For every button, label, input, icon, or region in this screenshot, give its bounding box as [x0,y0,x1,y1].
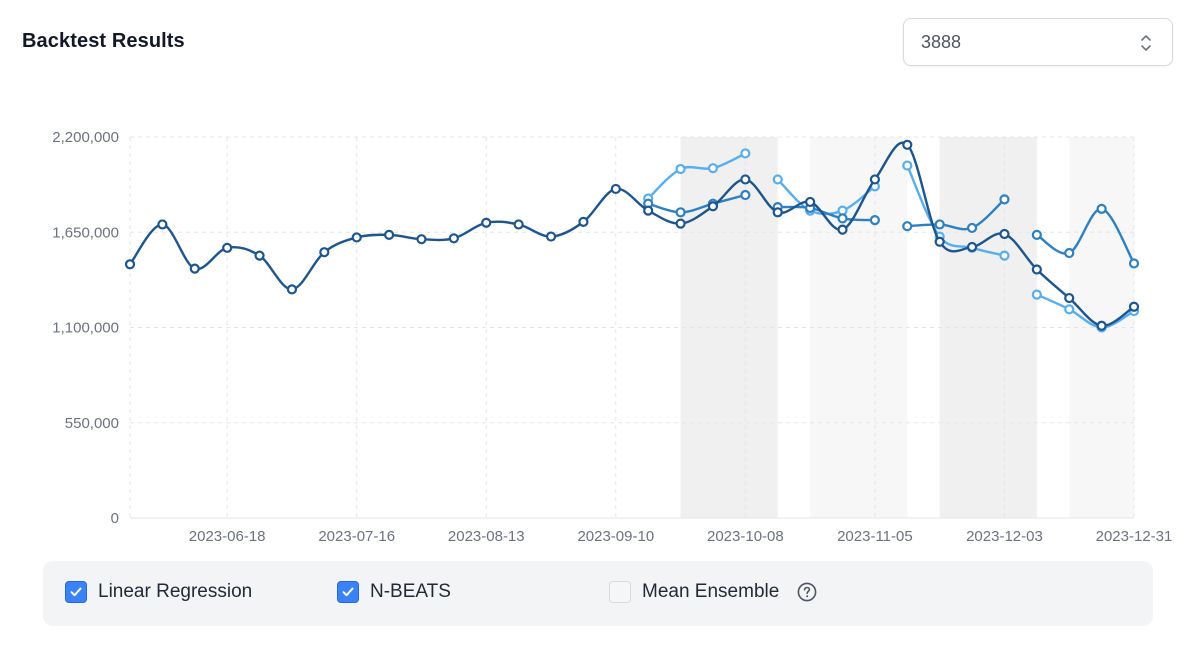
series-actual-point [707,201,719,212]
series-actual-point [319,247,330,258]
x-tick-label: 2023-11-05 [837,528,913,545]
legend-item-n-beats[interactable]: N-BEATS [337,581,451,603]
series-nbeats-point [675,163,686,175]
series-linear-regression-line [906,198,1006,231]
series-actual-point [254,250,265,261]
series-nbeats-point [902,160,913,171]
x-tick-label: 2023-12-03 [966,528,1043,545]
y-tick-label: 2,200,000 [52,129,119,146]
series-actual-point [578,216,589,227]
series-nbeats-line [906,164,1006,257]
check-icon [342,587,354,597]
question-circle-icon[interactable] [797,582,817,602]
series-linear-regression-point [1031,229,1042,240]
series-linear-regression-line [646,193,747,214]
series-nbeats-point [707,163,719,174]
legend-item-mean-ensemble[interactable]: Mean Ensemble [609,581,817,603]
series-actual-point [1128,301,1140,312]
mean-ensemble-label: Mean Ensemble [642,581,780,602]
series-nbeats-point [772,174,783,185]
series-actual-point [448,233,459,244]
x-tick-label: 2023-07-16 [318,528,395,545]
series-linear-regression-point [1064,247,1075,259]
series-actual-point [286,284,298,295]
x-tick-label: 2023-12-31 [1096,528,1173,545]
series-actual-point [157,219,168,230]
x-axis: 2023-06-18 2023-07-16 2023-08-13 2023-09-10… [189,528,1173,545]
series-actual-point [837,224,848,235]
series-linear-regression-point [902,221,913,232]
series-nbeats-point [740,148,751,159]
series-actual-point [351,232,362,243]
series-actual-point [643,205,654,216]
mean-ensemble-checkbox[interactable] [609,581,631,603]
series-actual-point [772,207,783,218]
series-actual-point [124,259,136,270]
series-nbeats-point [1064,304,1075,315]
series-legend: Linear Regression N-BEATS Mean Ensemble [43,561,1153,626]
series-linear-regression-point [934,219,945,230]
series-linear-regression-point [837,213,848,224]
y-tick-label: 0 [111,510,119,527]
x-tick-label: 2023-08-13 [448,528,525,545]
series-actual-point [869,174,881,185]
series-actual-point [934,236,945,247]
series-actual-point [1064,292,1075,304]
series-actual-point [189,263,200,274]
x-tick-label: 2023-09-10 [577,528,654,545]
y-tick-label: 1,100,000 [52,320,119,337]
series-actual-point [966,241,978,253]
check-icon [70,587,82,597]
series-actual-point [383,229,395,240]
x-tick-label: 2023-06-18 [189,528,266,545]
series-actual-point [416,234,427,245]
y-tick-label: 1,650,000 [52,224,119,241]
series-linear-regression-line [1035,207,1136,265]
series-actual-point [902,139,913,150]
series-linear-regression-point [1096,203,1107,214]
series-linear-regression-point [869,215,881,226]
series-actual-point [805,196,816,208]
y-tick-label: 550,000 [65,415,119,432]
series-actual-point [999,228,1010,240]
series-actual-point [1031,264,1042,275]
series-actual-point [481,217,492,228]
series-actual-point [222,242,233,253]
n-beats-checkbox[interactable] [337,581,359,603]
page-title: Backtest Results [22,30,185,52]
linear-regression-label: Linear Regression [98,581,253,602]
legend-item-linear-regression[interactable]: Linear Regression [65,581,252,603]
series-actual-point [513,219,524,230]
series-linear-regression-point [999,194,1010,205]
series-nbeats-point [999,250,1010,261]
series-actual-point [545,231,557,242]
series-nbeats-line [646,152,747,200]
series-nbeats-point [1031,289,1042,300]
n-beats-label: N-BEATS [370,581,451,602]
series-actual-line [128,141,1136,327]
chevron-up-down-icon [1141,35,1151,51]
series-actual-point [740,174,751,185]
series-linear-regression-line [776,205,877,222]
series-linear-regression-point [1128,258,1140,269]
x-tick-label: 2023-10-08 [707,528,784,545]
y-axis: 0 550,000 1,100,000 1,650,000 2,200,000 [52,129,119,527]
series-linear-regression-point [740,189,751,201]
series-actual-point [1096,320,1107,331]
series-actual-point [610,183,621,195]
linear-regression-checkbox[interactable] [65,581,87,603]
backtest-chart: 0 550,000 1,100,000 1,650,000 2,200,000 2023-… [52,129,1173,545]
series-actual-point [675,218,686,229]
series-selector-value: 3888 [921,32,962,52]
series-actual [124,139,1140,331]
series-linear-regression-point [966,222,978,234]
series-linear-regression-point [675,207,686,218]
series-nbeats-line [1035,293,1136,329]
series-selector[interactable]: 3888 [903,18,1173,66]
series-nbeats [643,148,1140,333]
